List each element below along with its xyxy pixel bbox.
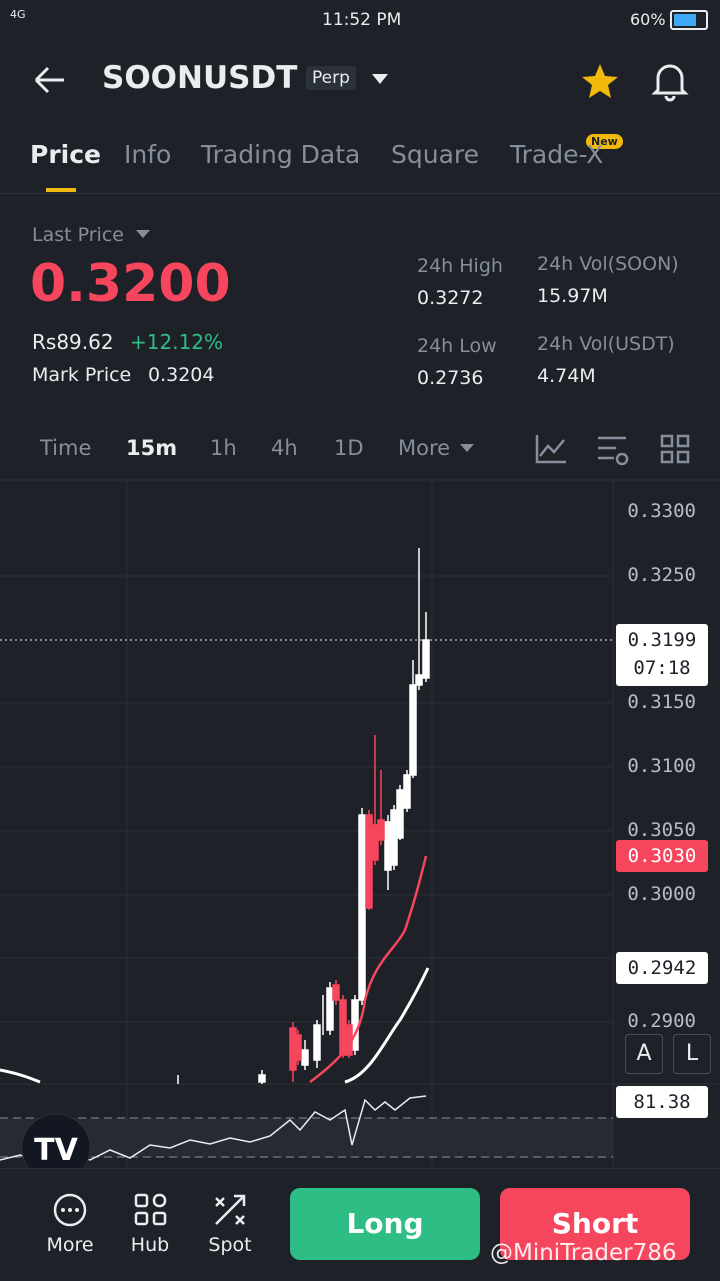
- axis-label: 0.3250: [627, 564, 696, 586]
- indicator-tag: 81.38: [616, 1086, 708, 1118]
- short-button[interactable]: Short: [500, 1188, 690, 1260]
- current-tag: 0.3199 07:18: [616, 624, 708, 686]
- interval[interactable]: Time: [40, 436, 92, 460]
- favorite[interactable]: [580, 62, 620, 102]
- countdown: 07:18: [633, 657, 691, 679]
- tab[interactable]: Price: [30, 140, 101, 169]
- stat-label: 24h High: [417, 255, 503, 277]
- stat-label: 24h Vol(USDT): [537, 333, 675, 355]
- indicator-line: [0, 1095, 427, 1163]
- indicator-band: [0, 1118, 613, 1158]
- mark-price: 0.3204: [148, 364, 215, 386]
- axis-label: 0.3100: [627, 755, 696, 777]
- stat-value: 0.3272: [417, 287, 484, 309]
- dropdown: [460, 444, 474, 452]
- nav-item[interactable]: Hub: [130, 1234, 170, 1256]
- stat-value: 0.2736: [417, 367, 484, 389]
- long-button[interactable]: Long: [290, 1188, 480, 1260]
- tab[interactable]: Info: [124, 140, 172, 169]
- axis-label: 0.3150: [627, 691, 696, 713]
- logo-mark: TV: [34, 1133, 78, 1168]
- ma-long-line: [0, 967, 430, 1084]
- ma-short-tag: 0.3030: [616, 840, 708, 872]
- tab[interactable]: Square: [391, 140, 480, 169]
- local-price: Rs89.62: [32, 330, 114, 354]
- stat-label: 24h Vol(SOON): [537, 253, 679, 275]
- nav-item[interactable]: More: [46, 1234, 94, 1256]
- axis-label: 0.3000: [627, 883, 696, 905]
- last-price: 0.3200: [30, 254, 231, 314]
- grid: [0, 479, 720, 1168]
- stat-value: 15.97M: [537, 285, 608, 307]
- candle-chart: TV: [0, 479, 720, 1170]
- divider: [0, 193, 720, 194]
- chart-button[interactable]: A: [625, 1034, 663, 1074]
- chart-tools[interactable]: [534, 432, 704, 466]
- current-price: 0.3199: [627, 629, 697, 651]
- stat-label: 24h Low: [417, 335, 497, 357]
- badge: Perp: [306, 66, 356, 90]
- battery: 60%: [630, 10, 666, 29]
- ma-short-line: [309, 855, 428, 1084]
- dropdown[interactable]: [370, 72, 390, 86]
- interval[interactable]: 15m: [126, 436, 178, 460]
- bell[interactable]: [650, 60, 690, 102]
- mark-label: Mark Price: [32, 364, 132, 386]
- change: +12.12%: [130, 330, 224, 354]
- tab[interactable]: Trading Data: [201, 140, 361, 169]
- back-button[interactable]: [30, 62, 70, 102]
- last-price-label: Last Price: [32, 224, 124, 246]
- tab[interactable]: Trade-X: [510, 140, 604, 169]
- nav-icons: [53, 1193, 246, 1227]
- battery-icon: [670, 10, 708, 30]
- ma-long-tag: 0.2942: [616, 952, 708, 984]
- dropdown: [136, 230, 150, 238]
- clock: 11:52 PM: [322, 10, 402, 30]
- chart-button[interactable]: L: [673, 1034, 711, 1074]
- interval[interactable]: 1D: [334, 436, 364, 460]
- axis-label: 0.3050: [627, 819, 696, 841]
- new-badge: New: [586, 134, 623, 149]
- interval[interactable]: 4h: [271, 436, 298, 460]
- axis-label: 0.3300: [627, 500, 696, 522]
- network: 4G: [10, 8, 26, 21]
- interval[interactable]: 1h: [210, 436, 237, 460]
- nav-item[interactable]: Spot: [208, 1234, 252, 1256]
- stat-value: 4.74M: [537, 365, 596, 387]
- symbol: SOONUSDT: [102, 60, 298, 96]
- axis-label: 0.2900: [627, 1010, 696, 1032]
- interval[interactable]: More: [398, 436, 451, 460]
- tradingview-logo: [21, 1113, 91, 1170]
- candles: [177, 548, 430, 1084]
- tab-indicator: [46, 188, 76, 192]
- watermark: @MiniTrader786: [490, 1240, 677, 1266]
